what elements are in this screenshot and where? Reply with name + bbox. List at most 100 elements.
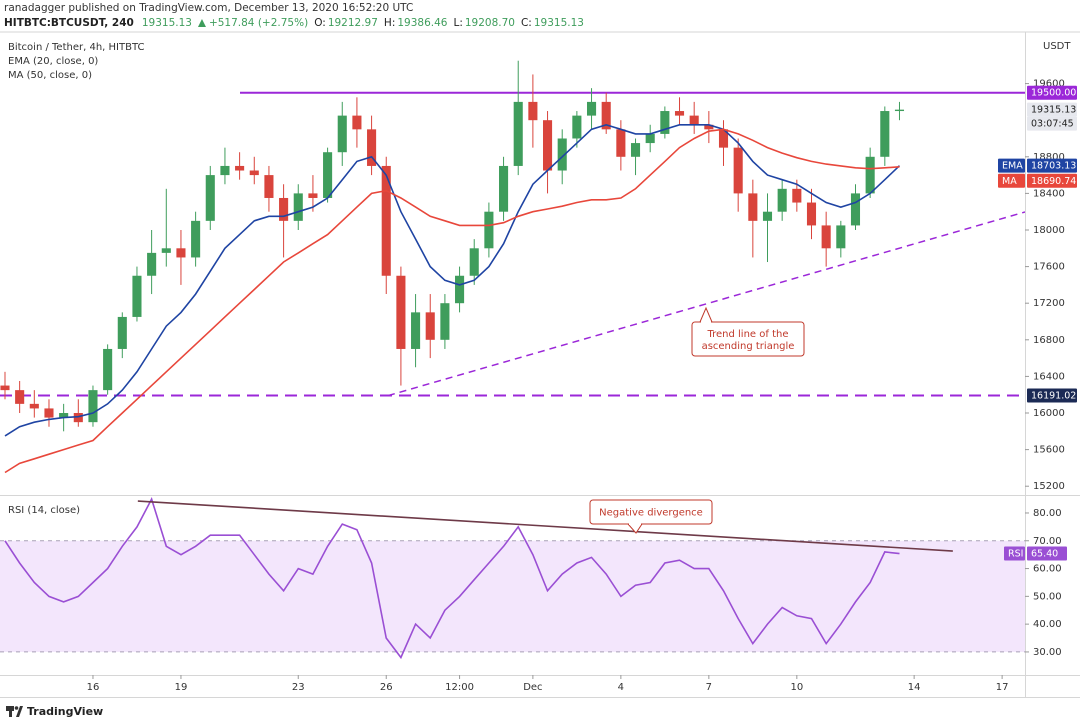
- y-tick-label: 16800: [1033, 335, 1065, 346]
- ohlc-label: L:: [453, 17, 462, 29]
- resistance-label-bg: [1027, 85, 1077, 100]
- currency: USDT: [1043, 41, 1071, 52]
- rsi-band: [0, 540, 1025, 652]
- candle-body: [850, 193, 861, 226]
- brand: TradingView: [27, 705, 103, 718]
- header-change: +517.84 (+2.75%): [209, 17, 308, 29]
- study-label: MA (50, close, 0): [8, 70, 92, 81]
- ohlc-value: 19386.46: [397, 17, 447, 29]
- candle-body: [836, 225, 846, 249]
- rsi-pane: [0, 497, 1025, 660]
- series-tag: RSI: [1008, 549, 1023, 560]
- series-last-value-bg: [1027, 546, 1067, 561]
- candle-body: [88, 390, 98, 423]
- x-tick-label: 26: [380, 682, 393, 693]
- logo: [6, 706, 23, 717]
- x-tick-label: 19: [175, 682, 188, 693]
- candle-body: [513, 101, 523, 166]
- annotation-pointer: [699, 306, 713, 323]
- rsi-line: [4, 497, 900, 660]
- divergence-line: [137, 500, 953, 552]
- candle-body: [279, 197, 289, 221]
- y-tick-label: 17200: [1033, 298, 1065, 309]
- candle-body: [176, 248, 186, 258]
- ohlc-label: H:: [384, 17, 395, 29]
- countdown: 03:07:45: [1031, 119, 1074, 130]
- up-arrow: [197, 19, 206, 27]
- y-tick-label: 18800: [1033, 152, 1065, 163]
- candle-body: [220, 165, 230, 176]
- candle-body: [293, 193, 303, 221]
- trend-line: [387, 211, 1025, 397]
- series-tag: MA: [1002, 176, 1017, 187]
- annotation-text: ascending triangle: [702, 341, 795, 352]
- annotation-pointer: [627, 523, 643, 534]
- candle-body: [645, 133, 655, 144]
- candle-body: [733, 147, 743, 194]
- resistance-label: 19500.00: [1031, 88, 1076, 99]
- last-price: 19315.13: [1031, 105, 1076, 116]
- candle-body: [308, 193, 318, 198]
- series-last-value: 18703.13: [1031, 161, 1076, 172]
- candle-body: [0, 385, 10, 391]
- series-tag: EMA: [1002, 161, 1023, 172]
- x-tick-label: 14: [908, 682, 921, 693]
- y-tick-label: 19600: [1033, 79, 1065, 90]
- price-pane: [0, 60, 1025, 474]
- candle-body: [880, 111, 890, 157]
- symbol: HITBTC:BTCUSDT, 240: [4, 17, 134, 29]
- candle-body: [601, 101, 611, 130]
- annotation-box: [691, 321, 805, 357]
- candle-body: [249, 170, 259, 176]
- chart-title: Bitcoin / Tether, 4h, HITBTC: [8, 42, 144, 53]
- candle-body: [689, 115, 699, 125]
- candle-body: [792, 188, 802, 203]
- candle-body: [557, 138, 567, 171]
- candle-body: [806, 202, 817, 226]
- candle-body: [543, 120, 553, 171]
- candle-body: [205, 175, 215, 221]
- y-tick-label: 16000: [1033, 408, 1065, 419]
- series-last-value: 18690.74: [1031, 176, 1076, 187]
- series-tag-bg: [1004, 546, 1025, 561]
- ohlc-label: O:: [314, 17, 326, 29]
- last-price-bg: [1027, 102, 1077, 117]
- candle-body: [865, 156, 875, 194]
- annotation-text: Negative divergence: [599, 508, 703, 519]
- x-tick-label: Dec: [523, 682, 542, 693]
- rsi-title: RSI (14, close): [8, 505, 80, 516]
- header-price: 19315.13: [142, 17, 192, 29]
- y-tick-label: 80.00: [1033, 508, 1062, 519]
- candle-body: [499, 165, 509, 212]
- candle-body: [718, 129, 729, 148]
- candle-body: [425, 312, 435, 340]
- candle-body: [367, 129, 377, 166]
- candle-body: [323, 152, 333, 198]
- y-tick-label: 17600: [1033, 262, 1065, 273]
- indicator-line: [4, 123, 901, 437]
- candle-body: [528, 101, 538, 121]
- y-tick-label: 30.00: [1033, 647, 1062, 658]
- series-last-value-bg: [1027, 158, 1077, 173]
- candle-body: [630, 143, 641, 157]
- candle-body: [586, 101, 597, 116]
- series-last-value-bg: [1027, 173, 1077, 188]
- candle-body: [352, 115, 362, 130]
- candle-body: [73, 413, 83, 423]
- y-tick-label: 18000: [1033, 225, 1065, 236]
- candle-body: [704, 124, 714, 130]
- candle-body: [777, 188, 787, 212]
- candle-body: [894, 109, 905, 112]
- ohlc-value: 19212.97: [328, 17, 378, 29]
- annotation-text: Trend line of the: [706, 329, 788, 340]
- candle-body: [396, 275, 406, 349]
- series-tag-bg: [998, 173, 1025, 188]
- candle-body: [411, 312, 421, 349]
- x-tick-label: 10: [790, 682, 803, 693]
- candle-body: [235, 165, 245, 171]
- candle-body: [191, 220, 201, 258]
- indicator-line: [4, 128, 900, 474]
- y-tick-label: 60.00: [1033, 564, 1062, 575]
